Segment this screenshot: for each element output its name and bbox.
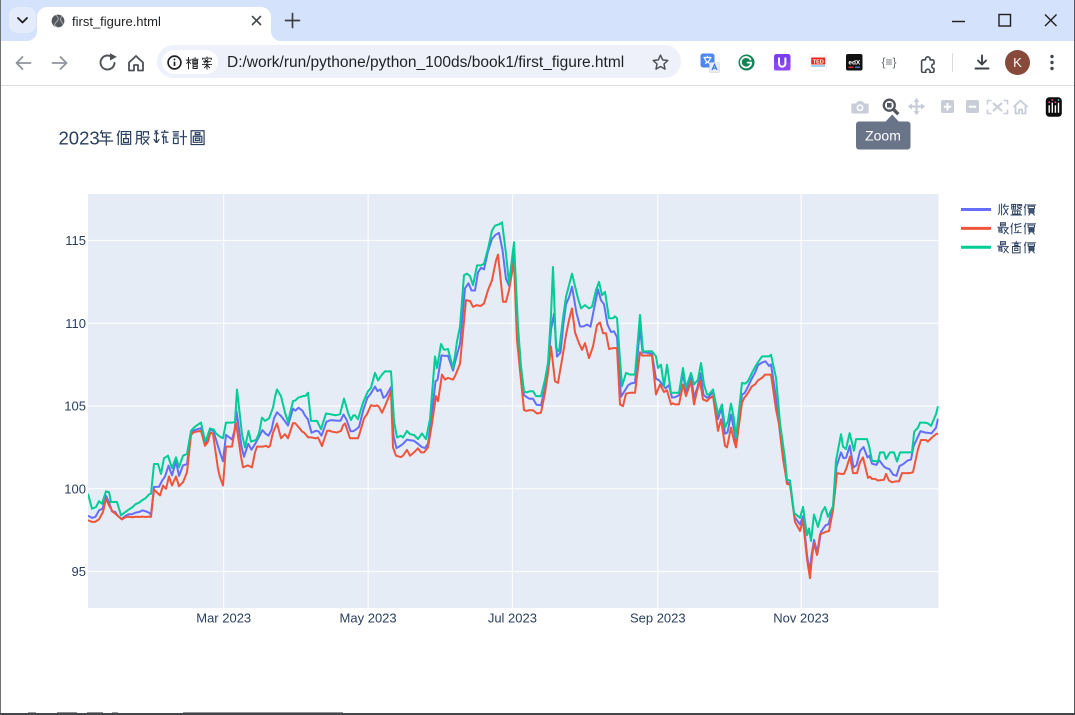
svg-text:edX: edX [848, 60, 861, 67]
svg-text:TED: TED [813, 59, 824, 65]
svg-text:115: 115 [65, 233, 86, 248]
svg-text:Mar 2023: Mar 2023 [196, 611, 251, 626]
svg-text:105: 105 [64, 399, 86, 414]
svg-text:May 2023: May 2023 [340, 611, 397, 626]
svg-text:Nov 2023: Nov 2023 [773, 611, 829, 626]
svg-text:100: 100 [64, 481, 86, 496]
svg-text:110: 110 [65, 316, 86, 331]
svg-text:Jul 2023: Jul 2023 [488, 611, 537, 626]
svg-text:2023: 2023 [59, 128, 100, 149]
svg-text:Zoom: Zoom [865, 128, 901, 144]
svg-text:Sep 2023: Sep 2023 [630, 611, 686, 626]
svg-text:95: 95 [72, 564, 86, 579]
